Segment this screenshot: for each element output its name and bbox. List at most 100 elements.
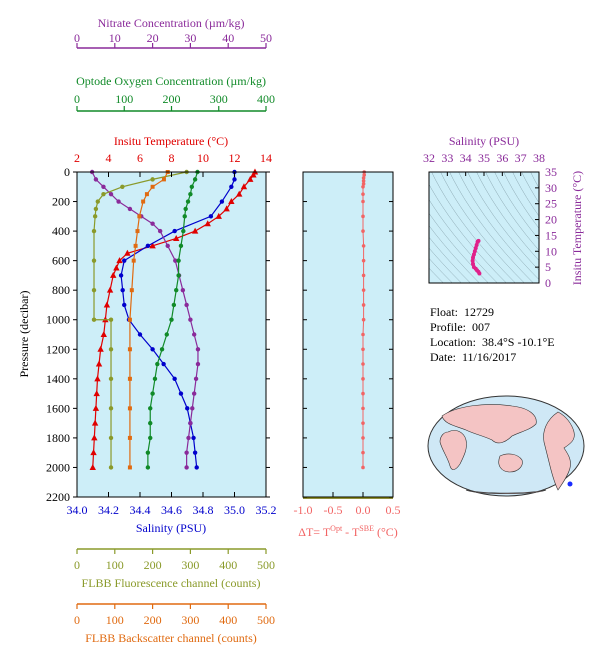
- oxygen-point: [183, 206, 188, 212]
- delta-t-point: [361, 258, 366, 263]
- salinity-point: [191, 435, 196, 441]
- oxygen-point: [155, 361, 160, 367]
- nitrate-axis-label: Nitrate Concentration (µm/kg): [98, 16, 245, 30]
- delta-t-tick-label: -1.0: [294, 503, 313, 517]
- delta-t-point: [361, 184, 365, 189]
- fluorescence-point: [95, 199, 100, 204]
- temperature-point: [103, 301, 111, 308]
- salinity-tick-label: 34.4: [130, 503, 151, 517]
- nitrate-tick-label: 10: [109, 31, 121, 45]
- delta-t-tick-label: -0.5: [324, 503, 343, 517]
- density-contour-line: [429, 183, 507, 283]
- oxygen-tick-label: 300: [210, 92, 228, 106]
- profile-row: Profile: 007: [430, 320, 555, 335]
- ts-salinity-tick-label: 35: [478, 151, 490, 165]
- salinity-tick-label: 35.2: [256, 503, 277, 517]
- delta-t-point: [361, 288, 366, 292]
- temperature-axis-label: Insitu Temperature (°C): [114, 134, 228, 148]
- backscatter-point: [141, 199, 146, 204]
- date-value: 11/16/2017: [462, 350, 517, 364]
- ts-salinity-tick-label: 37: [515, 151, 527, 165]
- temperature-point: [215, 212, 222, 219]
- ts-point: [473, 246, 478, 251]
- temperature-point: [113, 264, 120, 271]
- oxygen-point: [178, 243, 184, 249]
- backscatter-axis-label: FLBB Backscatter channel (counts): [85, 631, 257, 645]
- nitrate-point: [184, 302, 189, 308]
- salinity-point: [172, 228, 177, 234]
- temperature-point: [228, 198, 235, 205]
- temperature-point: [91, 419, 99, 426]
- backscatter-tick-label: 300: [181, 613, 199, 627]
- delta-t-tick-label: 0.0: [356, 503, 371, 517]
- ts-temperature-label: Insitu Temperature (°C): [570, 171, 584, 285]
- ts-salinity-tick-label: 34: [460, 151, 472, 165]
- location-value: 38.4°S -10.1°E: [481, 335, 555, 349]
- ts-temperature-tick-label: 0: [545, 276, 551, 290]
- fluorescence-axis: 0 100 200 300 400 500: [74, 548, 275, 572]
- world-map: [427, 395, 585, 497]
- pressure-tick-label: 2200: [46, 490, 70, 504]
- float-info: Float: 12729 Profile: 007 Location: 38.4…: [430, 305, 555, 365]
- oxygen-point: [176, 258, 181, 263]
- nitrate-point: [108, 191, 114, 197]
- profile-value: 007: [472, 320, 490, 334]
- salinity-point: [208, 214, 214, 219]
- oxygen-point: [169, 317, 174, 322]
- nitrate-point: [195, 347, 201, 352]
- backscatter-point: [127, 406, 132, 411]
- delta-t-point: [361, 303, 366, 307]
- nitrate-tick-label: 20: [147, 31, 159, 45]
- fluorescence-point: [91, 317, 97, 322]
- nitrate-point: [157, 228, 163, 234]
- salinity-point: [120, 287, 125, 293]
- date-label: Date:: [430, 350, 456, 364]
- delta-t-point: [361, 182, 366, 186]
- oxygen-tick-label: 0: [74, 92, 80, 106]
- oxygen-point: [185, 199, 191, 204]
- delta-t-point: [361, 450, 365, 455]
- float-value: 12729: [464, 305, 495, 319]
- backscatter-point: [127, 435, 132, 440]
- nitrate-point: [116, 199, 121, 204]
- delta-t-point: [361, 377, 365, 381]
- pressure-tick-label: 1800: [46, 431, 70, 445]
- temperature-point: [204, 220, 211, 227]
- density-contour-line: [429, 212, 489, 283]
- backscatter-point: [127, 347, 132, 352]
- temperature-point: [116, 257, 123, 264]
- oxygen-axis: 0 100 200 300 400: [74, 92, 275, 112]
- oxygen-point: [176, 273, 181, 278]
- delta-t-plot: -1.0 -0.5 0.0 0.5 ΔT= TOpt - TSBE (°C): [294, 170, 401, 539]
- oxygen-point: [188, 191, 193, 197]
- oxygen-point: [171, 302, 177, 308]
- fluorescence-point: [108, 347, 114, 352]
- salinity-point: [194, 465, 199, 470]
- fluorescence-tick-label: 300: [181, 558, 199, 572]
- density-contour-line: [429, 199, 498, 283]
- backscatter-point: [135, 229, 140, 234]
- nitrate-point: [190, 406, 195, 411]
- ts-temperature-tick-label: 5: [545, 260, 551, 274]
- oxygen-point: [145, 450, 151, 455]
- fluorescence-tick-label: 0: [74, 558, 80, 572]
- ts-point: [470, 258, 475, 263]
- fluorescence-point: [101, 191, 106, 197]
- pressure-tick-label: 1000: [46, 313, 70, 327]
- oxygen-axis-label: Optode Oxygen Concentration (µm/kg): [76, 74, 266, 88]
- salinity-tick-label: 34.0: [67, 503, 88, 517]
- temperature-point: [91, 434, 98, 441]
- nitrate-axis: 0 10 20 30 40 50: [74, 31, 272, 49]
- fluorescence-point: [91, 228, 97, 234]
- delta-t-point: [361, 391, 365, 396]
- float-row: Float: 12729: [430, 305, 555, 320]
- delta-t-axis-label: ΔT= TOpt - TSBE (°C): [298, 524, 398, 539]
- pressure-tick-label: 2000: [46, 460, 70, 474]
- salinity-point: [122, 302, 127, 308]
- oxygen-point: [174, 287, 179, 293]
- nitrate-point: [93, 177, 99, 182]
- delta-t-point: [361, 362, 365, 366]
- oxygen-point: [148, 406, 153, 411]
- salinity-point: [232, 177, 237, 182]
